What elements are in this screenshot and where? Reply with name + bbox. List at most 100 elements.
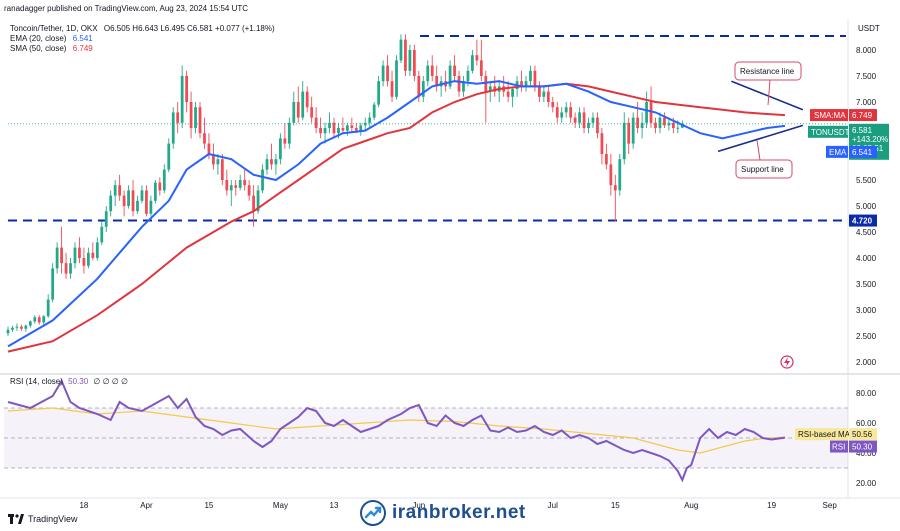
ema-legend-label[interactable]: EMA (20, close)	[10, 34, 67, 43]
candle-body	[11, 327, 14, 330]
candle	[560, 107, 564, 123]
candle-body	[381, 65, 385, 82]
candle	[408, 44, 412, 76]
candle-body	[203, 133, 206, 144]
candle	[145, 185, 148, 217]
price-tick-label: 5.500	[856, 176, 877, 185]
sma-legend-label[interactable]: SMA (50, close)	[10, 44, 67, 53]
time-tick-label: 15	[611, 501, 620, 510]
candle	[421, 76, 425, 102]
candle	[551, 96, 555, 113]
candle-body	[118, 185, 122, 196]
price-axis[interactable]: 8.0007.5007.0006.5006.0005.5005.0004.500…	[795, 24, 889, 488]
candle	[479, 39, 483, 82]
price-tick-label: 7.000	[856, 98, 877, 107]
candle-body	[6, 329, 10, 334]
candle	[609, 154, 613, 196]
candle	[323, 122, 327, 144]
candle-body	[176, 112, 180, 123]
ticker-tag-text: TONUSDT	[811, 128, 850, 137]
candle	[412, 44, 416, 82]
sma-tag-text: SMA:MA	[814, 111, 846, 120]
candle-body	[46, 299, 50, 317]
candle	[11, 325, 14, 332]
candle-body	[604, 154, 608, 165]
candle	[578, 107, 581, 128]
candle-body	[185, 76, 189, 102]
candle-body	[462, 81, 465, 92]
candle	[542, 86, 546, 102]
candle-body	[658, 117, 662, 128]
candle-body	[305, 91, 309, 108]
resistance-callout-text: Resistance line	[740, 67, 795, 76]
candle-body	[435, 76, 439, 87]
candle-body	[511, 89, 514, 97]
candle	[631, 112, 635, 149]
candle-body	[167, 143, 171, 170]
rsi-legend-label[interactable]: RSI (14, close)	[10, 377, 63, 386]
candle-body	[256, 190, 260, 212]
candle	[78, 237, 81, 264]
candle	[113, 180, 117, 206]
candle-body	[234, 185, 238, 188]
candle	[104, 206, 108, 232]
rsi-ma-value-text: 50.56	[852, 430, 873, 439]
rsi-value-tag	[849, 440, 877, 453]
moving-averages	[7, 80, 848, 353]
candle	[109, 190, 113, 217]
ohlc-values: O6.505 H6.643 L6.495 C6.581 +0.077 (+1.1…	[103, 24, 275, 33]
candle	[24, 324, 28, 332]
tradingview-label: TradingView	[28, 514, 78, 524]
candle	[6, 326, 10, 336]
time-tick-label: Jul	[548, 501, 558, 510]
candle-body	[216, 159, 220, 165]
candle-body	[24, 325, 28, 329]
grid	[0, 20, 900, 499]
candle	[274, 154, 278, 175]
candle	[359, 122, 363, 136]
candle-body	[488, 86, 492, 92]
candle-body	[91, 252, 95, 258]
currency-unit-label[interactable]: USDT	[858, 24, 880, 33]
candle-body	[310, 107, 314, 118]
candle-body	[78, 247, 81, 258]
support-trendline	[717, 124, 804, 153]
tradingview-footer[interactable]: TradingView	[8, 514, 78, 524]
price-tick-label: 4.500	[856, 228, 877, 237]
ticker-price: 6.581	[852, 126, 873, 135]
candle	[426, 60, 430, 87]
candle	[538, 81, 541, 102]
candle-body	[69, 263, 72, 274]
sma-50-line	[7, 82, 786, 353]
rsi-tag-text: RSI	[832, 443, 845, 452]
rsi-tick-label: 20.00	[856, 479, 877, 488]
candle-body	[20, 326, 23, 329]
rsi-ma-line	[7, 407, 786, 454]
sma-tag	[810, 109, 848, 122]
alert-lightning-icon[interactable]	[780, 355, 794, 369]
candle-body	[332, 122, 336, 134]
price-tick-label: 2.000	[856, 358, 877, 367]
candle	[613, 174, 617, 222]
candle-body	[596, 117, 599, 134]
ema-legend-value: 6.541	[72, 34, 93, 43]
candle	[243, 169, 247, 191]
candle-body	[162, 169, 166, 191]
candle	[439, 76, 443, 97]
candle-body	[448, 65, 452, 87]
ema-20-line	[7, 80, 786, 348]
time-axis[interactable]: 18 Apr 15 May 13 Jun Jul 15 Aug 19 Sep	[79, 501, 837, 510]
candle	[310, 96, 314, 123]
candle	[493, 76, 497, 97]
symbol-title[interactable]: Toncoin/Tether, 1D, OKX	[10, 24, 98, 33]
candle	[55, 242, 59, 274]
candle	[225, 169, 229, 196]
candle-body	[243, 180, 247, 186]
candle	[497, 81, 501, 102]
candle	[69, 258, 72, 279]
candle-body	[453, 65, 456, 76]
candle	[28, 320, 32, 328]
ticker-tag	[808, 125, 848, 138]
price-tick-label: 3.000	[856, 306, 877, 315]
candle	[636, 102, 640, 134]
